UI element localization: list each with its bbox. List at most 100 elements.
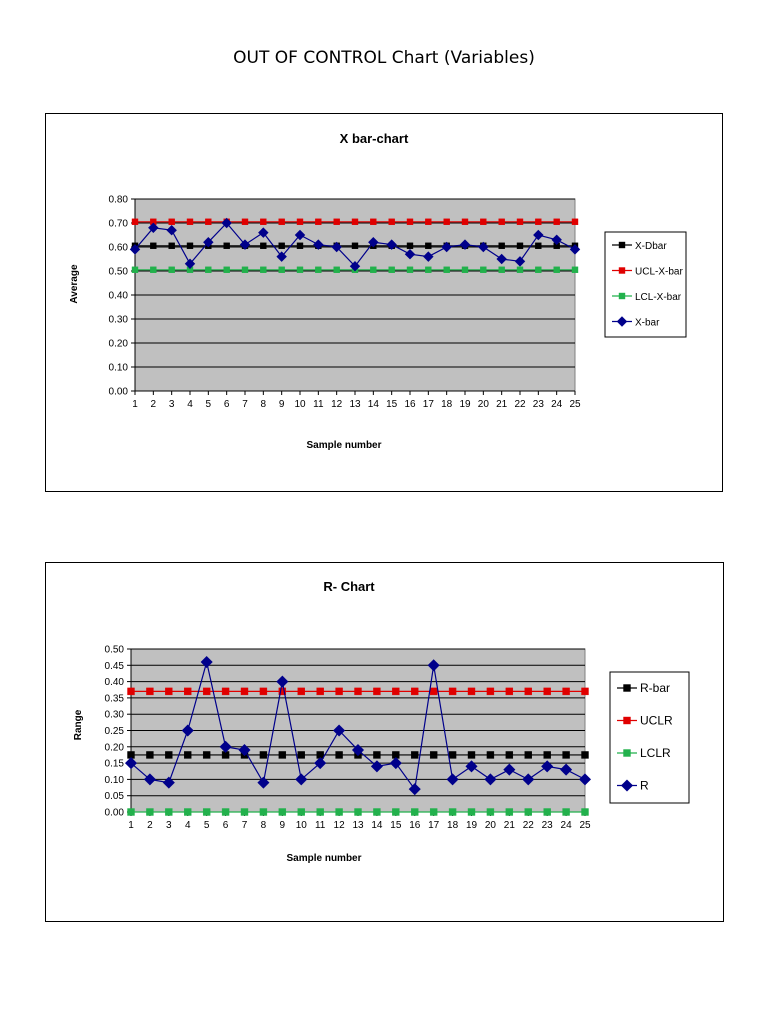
chart-2-series-r-point	[314, 757, 327, 770]
chart-2-series-r-point	[503, 763, 516, 776]
chart-2-series-r-bar-point	[297, 751, 305, 759]
chart-2-series-r-bar-point	[505, 751, 514, 759]
chart-2-x-tick-label: 10	[296, 820, 308, 831]
chart-2-x-tick-label: 12	[334, 820, 346, 831]
chart-2-x-tick-label: 2	[147, 820, 153, 831]
chart-2-series-r-bar-point	[486, 751, 495, 759]
chart-1-series-ucl-x-bar-point	[571, 218, 579, 226]
chart-2-series-r-bar-point	[524, 751, 532, 759]
chart-1-series-x-bar-point	[441, 241, 452, 253]
chart-1-y-tick-label: 0.10	[109, 363, 129, 374]
chart-1-series-x-bar-point	[221, 217, 232, 229]
chart-1-x-axis-label: Sample number	[306, 440, 381, 451]
chart-2-series-lclr-point	[448, 808, 457, 816]
chart-1-x-tick-label: 22	[514, 399, 526, 410]
chart-1-series-lcl-x-bar-point	[516, 266, 524, 274]
chart-1-x-tick-label: 14	[368, 399, 380, 410]
chart-2-series-uclr-point	[543, 687, 551, 696]
chart-2-series-lclr-point	[505, 808, 514, 816]
chart-2-series-r-bar-point	[278, 751, 287, 759]
chart-1-series-lcl-x-bar-point	[406, 266, 414, 274]
chart-2-series-r-point	[427, 659, 440, 672]
chart-1-legend-x-bar-label: X-bar	[635, 318, 660, 329]
chart-2-series-r-point	[578, 773, 592, 786]
chart-2-series-r-bar-point	[581, 751, 589, 759]
chart-2-legend-r-marker	[620, 779, 634, 792]
chart-1-y-tick-label: 0.80	[109, 195, 129, 206]
chart-1-series-ucl-x-bar-point	[241, 218, 249, 226]
chart-1-series-ucl-x-bar-point	[351, 218, 359, 226]
chart-2-series-r-point	[333, 724, 346, 737]
chart-2-series-r-bar-point	[146, 751, 154, 759]
chart-2-legend-r-bar-label: R-bar	[640, 681, 670, 695]
chart-1-series-lcl-x-bar-point	[223, 266, 230, 274]
chart-1-series-lcl-x-bar-point	[241, 266, 249, 274]
chart-1-series-ucl-x-bar-point	[480, 218, 487, 226]
chart-1-series-ucl-x-bar-point	[260, 218, 267, 226]
chart-2-series-r-point	[219, 740, 232, 753]
chart-1-title: X bar-chart	[340, 131, 409, 146]
r-chart: R- Chart 0.00 0.05 0.10 0.15 0.20 0.25 0.30 0.35…	[73, 579, 690, 864]
chart-1-y-tick-label: 0.60	[109, 243, 129, 254]
chart-2-x-tick-label: 18	[447, 820, 459, 831]
chart-2-series-uclr-point	[297, 687, 305, 696]
chart-2-x-tick-label: 19	[466, 820, 478, 831]
chart-2-series-r-point	[295, 773, 308, 786]
chart-1-series-x-dbar-point	[296, 242, 304, 250]
chart-1-series-x-dbar-point	[498, 242, 505, 250]
chart-2-legend-r-label: R	[640, 779, 649, 793]
chart-1-series-x-bar-point	[239, 239, 251, 250]
chart-2-series-r-bar-point	[411, 751, 419, 759]
chart-1-x-tick-label: 1	[132, 399, 138, 410]
chart-1-series-lcl-x-bar-point	[388, 266, 395, 274]
chart-1-series-ucl-x-bar-point	[553, 218, 560, 226]
chart-1-x-tick-label: 13	[349, 399, 361, 410]
chart-2-x-tick-label: 14	[371, 820, 383, 831]
chart-2-x-tick-label: 13	[352, 820, 364, 831]
chart-1-series-ucl-x-bar-point	[186, 218, 194, 226]
chart-1-series-ucl-x-bar-point	[205, 218, 212, 226]
chart-2-series-r-point	[238, 744, 251, 757]
chart-2-series-lclr-point	[202, 808, 211, 816]
chart-2-series-uclr-point	[562, 687, 570, 696]
chart-2-series-uclr-point	[448, 687, 457, 696]
chart-2-series-r-point	[162, 776, 175, 789]
chart-1-series-x-bar-point	[184, 258, 196, 270]
chart-2-series-uclr-point	[259, 687, 268, 696]
chart-1-x-tick-label: 3	[169, 399, 175, 410]
chart-2-series-uclr-point	[240, 687, 249, 696]
chart-2-series-r-point	[408, 783, 421, 796]
chart-1-x-tick-label: 25	[569, 399, 581, 410]
chart-2-series-r-bar-point	[543, 751, 551, 759]
chart-2-y-tick-label: 0.25	[105, 726, 125, 737]
chart-2-series-r-point	[522, 773, 535, 786]
chart-1-series-lcl-x-bar-point	[205, 266, 212, 274]
chart-2-series-uclr-point	[335, 687, 343, 696]
r-chart-frame: R- Chart 0.00 0.05 0.10 0.15 0.20 0.25 0.30 0.35…	[45, 562, 724, 922]
chart-1-x-tick-label: 21	[496, 399, 508, 410]
chart-2-series-lclr-point	[127, 808, 135, 816]
chart-2-y-tick-label: 0.00	[105, 808, 125, 819]
chart-1-series-lcl-x-bar-point	[535, 266, 542, 274]
chart-1-legend-lcl-x-bar-label: LCL-X-bar	[635, 292, 682, 303]
chart-2-series-lclr-point	[184, 808, 192, 816]
chart-2-x-axis-label: Sample number	[286, 853, 361, 864]
chart-2-series-r-bar-point	[165, 751, 173, 759]
chart-1-x-tick-label: 6	[224, 399, 230, 410]
chart-1-series-ucl-x-bar-point	[131, 218, 139, 226]
chart-2-x-tick-label: 16	[409, 820, 421, 831]
chart-1-x-tick-label: 4	[187, 399, 193, 410]
chart-1-legend-ucl-x-bar-label: UCL-X-bar	[635, 267, 683, 278]
chart-2-series-uclr-point	[354, 687, 362, 696]
chart-1-series-lcl-x-bar-point	[370, 266, 377, 274]
chart-1-series-x-bar-point	[459, 239, 471, 250]
chart-1-series-x-dbar-point	[150, 242, 157, 250]
chart-2-series-lclr-point	[373, 808, 381, 816]
chart-2-series-r-point	[560, 763, 573, 776]
chart-1-series-lcl-x-bar-point	[333, 266, 340, 274]
chart-2-x-tick-label: 23	[542, 820, 554, 831]
chart-1-series-x-bar-point	[331, 241, 342, 253]
chart-1-legend-x-bar-marker	[616, 316, 628, 327]
chart-1-series-lcl-x-bar-point	[571, 266, 579, 274]
chart-2-x-tick-label: 6	[223, 820, 229, 831]
